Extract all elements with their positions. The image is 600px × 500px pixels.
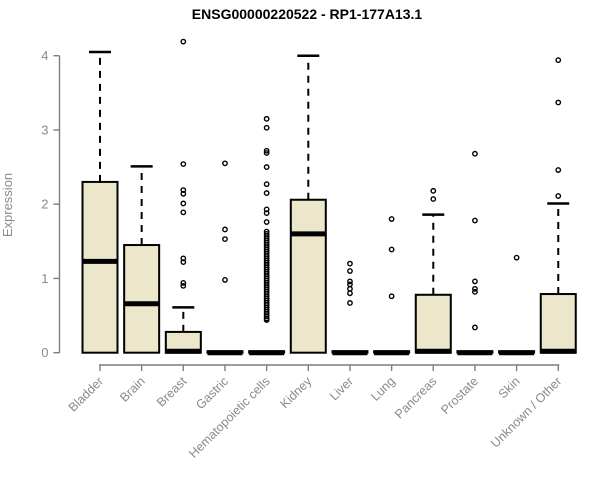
y-axis-tick-label: 4 [41,48,48,63]
outlier-point-gastric [222,277,228,283]
plot-area: 0 1 2 3 4 Bladder Brain Breast GastricHematopoie… [41,38,577,461]
outlier-point-breast [180,38,187,45]
outlier-point-hematopoietic-cells [263,147,270,154]
outlier-point-breast [180,280,187,286]
outlier-point-hematopoietic-cells [263,317,270,323]
x-axis-tick-label-hematopoietic-cells: Hematopoietic cells [186,374,273,461]
x-axis-tick-label-bladder: Bladder [66,374,106,414]
x-axis-tick-label-pancreas: Pancreas [392,374,439,421]
outlier-point-breast [180,161,187,168]
y-axis-label: Expression [0,173,15,237]
box-kidney [289,198,327,354]
outlier-point-breast [180,200,187,207]
x-axis-tick-label-kidney: Kidney [277,374,314,411]
chart-title: ENSG00000220522 - RP1-177A13.1 [192,6,423,22]
outlier-point-lung [388,246,395,253]
outlier-point-hematopoietic-cells [263,164,270,170]
x-axis-tick-label-brain: Brain [117,374,148,405]
outlier-point-liver [347,268,353,274]
outlier-point-liver [347,290,353,297]
outlier-point-prostate [472,278,478,285]
outlier-point-liver [347,260,353,267]
y-axis-tick-label: 3 [41,122,48,137]
outlier-point-liver [347,281,353,288]
outlier-point-hematopoietic-cells [263,124,270,131]
box-bladder [81,180,119,354]
outlier-point-unknown-other [555,193,562,199]
box-brain [123,244,161,354]
x-axis-tick-label-liver: Liver [327,374,356,403]
x-axis-tick-label-skin: Skin [496,374,523,401]
outlier-point-hematopoietic-cells [263,210,270,217]
y-axis-tick-label: 0 [41,345,48,360]
outlier-point-breast [180,190,187,197]
y-axis-tick-label: 1 [41,271,48,286]
outlier-point-lung [388,293,395,300]
outlier-point-unknown-other [555,167,562,173]
outlier-point-prostate [472,150,478,157]
outlier-point-prostate [472,288,478,295]
outlier-point-prostate [472,217,478,224]
outlier-point-gastric [222,226,228,233]
outlier-point-breast [180,259,187,266]
outlier-point-liver [347,278,353,285]
outlier-point-liver [347,300,353,306]
outlier-point-hematopoietic-cells [263,115,270,122]
y-axis-tick-label: 2 [41,197,48,212]
outlier-point-gastric [222,236,228,242]
outlier-point-skin [513,254,520,261]
outlier-point-gastric [222,160,228,167]
outlier-point-unknown-other [555,57,562,64]
x-axis-tick-label-breast: Breast [154,374,190,410]
outlier-point-pancreas [430,187,437,194]
box-pancreas [414,293,452,354]
x-axis-tick-label-prostate: Prostate [438,374,481,417]
outlier-point-breast [180,282,187,289]
box-unknown-other [539,293,577,354]
outlier-point-lung [388,216,395,222]
outlier-point-hematopoietic-cells [263,219,270,225]
outlier-point-hematopoietic-cells [263,150,270,156]
outlier-point-prostate [472,285,478,292]
outlier-point-prostate [472,324,478,331]
outlier-point-breast [180,209,187,216]
outlier-point-hematopoietic-cells [263,190,270,196]
outlier-point-pancreas [430,196,437,202]
outlier-point-unknown-other [555,99,562,106]
x-axis-tick-label-lung: Lung [368,374,398,404]
x-axis-tick-label-unknown-other: Unknown / Other [488,374,564,450]
outlier-point-hematopoietic-cells [263,181,270,188]
outlier-point-liver [347,285,353,292]
x-axis-tick-label-gastric: Gastric [193,374,231,412]
